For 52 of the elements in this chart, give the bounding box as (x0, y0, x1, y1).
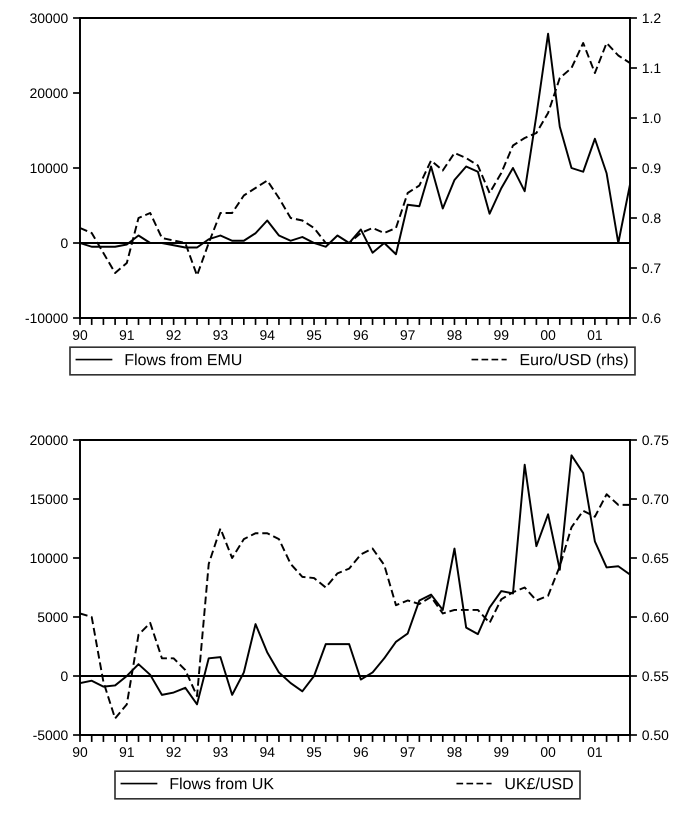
legend-label: Flows from EMU (126, 354, 242, 366)
x-tick-label: 91 (120, 330, 134, 340)
x-tick-label: 98 (447, 330, 462, 340)
y2-tick-label: 0.65 (642, 553, 668, 564)
legend-label: Euro/USD (rhs) (520, 354, 628, 368)
x-tick-label: 97 (400, 330, 415, 340)
y-tick-label: 20000 (30, 435, 68, 446)
x-tick-label: 93 (213, 747, 228, 758)
legend-label: Flows from UK (170, 778, 274, 790)
y2-tick-label: 0.6 (642, 313, 660, 324)
y2-tick-label: 1.1 (642, 63, 660, 74)
y-tick-label: -10000 (26, 313, 68, 324)
x-tick-label: 91 (120, 747, 134, 758)
x-tick-label: 00 (540, 330, 556, 340)
x-tick-label: 92 (166, 747, 181, 758)
x-tick-label: 01 (588, 747, 602, 758)
y-tick-label: 0 (61, 671, 68, 682)
x-tick-label: 90 (72, 330, 88, 340)
x-tick-label: 94 (260, 747, 275, 758)
x-tick-label: 99 (494, 747, 508, 758)
y-tick-label: 20000 (30, 88, 68, 98)
x-tick-label: 93 (213, 330, 228, 340)
y-tick-label: 15000 (30, 494, 68, 504)
y2-tick-label: 0.70 (642, 494, 668, 504)
x-tick-label: 95 (306, 747, 322, 758)
x-tick-label: 98 (447, 747, 462, 758)
legend-label: UK£/USD (506, 778, 573, 790)
x-tick-label: 96 (354, 330, 368, 340)
y-tick-label: -5000 (33, 730, 68, 740)
y-tick-label: 10000 (30, 553, 68, 564)
y-tick-label: 30000 (30, 13, 68, 24)
y2-tick-label: 0.50 (642, 730, 668, 740)
y2-tick-label: 0.60 (642, 612, 668, 622)
y2-tick-label: 0.75 (642, 435, 668, 446)
y2-tick-label: 0.55 (642, 671, 668, 682)
y-tick-label: 0 (61, 238, 68, 248)
y2-tick-label: 0.8 (642, 213, 661, 224)
y2-tick-label: 0.9 (642, 163, 660, 174)
x-tick-label: 90 (72, 747, 88, 758)
y-tick-label: 10000 (30, 163, 68, 174)
x-tick-label: 01 (588, 330, 602, 340)
x-tick-label: 94 (260, 330, 275, 340)
x-tick-label: 95 (306, 330, 322, 340)
x-tick-label: 99 (494, 330, 508, 340)
x-tick-label: 96 (354, 747, 368, 758)
y2-tick-label: 1.0 (642, 113, 661, 124)
x-tick-label: 92 (166, 330, 181, 340)
x-tick-label: 00 (540, 747, 556, 758)
y2-tick-label: 0.7 (642, 263, 660, 274)
y2-tick-label: 1.2 (642, 13, 660, 24)
y-tick-label: 5000 (38, 612, 68, 622)
x-tick-label: 97 (400, 747, 415, 758)
